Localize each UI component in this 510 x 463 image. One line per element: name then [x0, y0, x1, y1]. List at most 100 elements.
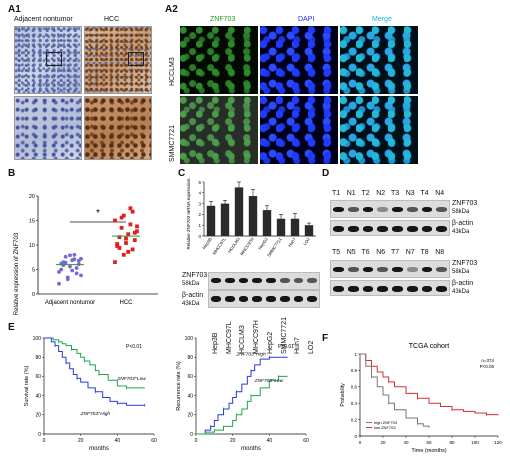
- c-bar: [262, 210, 272, 236]
- b-category-label-0: Adjacent nontumor: [45, 300, 95, 306]
- ihc-nontumor-overview: [14, 26, 82, 94]
- c-ytick-label: 4: [198, 191, 201, 196]
- d-band: [347, 206, 359, 212]
- d-band: [406, 206, 418, 212]
- panel-label-d: D: [322, 168, 330, 179]
- c-band-actin: [224, 296, 235, 302]
- if-smmc7721-znf703: [180, 96, 258, 164]
- d-lane-label: T2: [361, 190, 370, 197]
- e-right-pvalue: P<0.01: [278, 344, 294, 350]
- d-band: [362, 266, 374, 272]
- b-point-nontumor: [59, 267, 64, 272]
- c-band-actin: [266, 296, 276, 302]
- d-top-label-43kda: 43kDa: [452, 229, 470, 235]
- a2-channel-znf703: ZNF703: [210, 16, 236, 23]
- km-series-line: [196, 356, 288, 435]
- km-xtick-label: 20: [230, 438, 236, 444]
- panel-label-a2: A2: [165, 4, 178, 15]
- c-bar: [276, 218, 286, 236]
- km-xtick-label: 80: [449, 440, 455, 445]
- b-point-hcc: [115, 242, 120, 246]
- c-band-znf703: [293, 278, 304, 283]
- km-ytick-label: 0.4: [351, 401, 358, 406]
- km-ytick-label: 0: [354, 434, 357, 439]
- km-series-line: [360, 353, 430, 428]
- c-xtick-label: MHCC97L: [212, 236, 228, 255]
- c-blot-actin: [208, 290, 320, 308]
- km-ytick-label: 80: [187, 355, 193, 361]
- d-band: [421, 266, 433, 272]
- km-ytick-label: 100: [185, 336, 194, 342]
- a2-channel-merge: Merge: [372, 16, 392, 23]
- d-band: [362, 206, 374, 212]
- c-band-actin: [307, 296, 317, 302]
- c-band-znf703: [211, 278, 221, 283]
- d-band: [377, 226, 388, 232]
- d-top-label-58kda: 58kDa: [452, 209, 470, 215]
- chart-e-recurrence: 0 20 40 60 0 20 40 60 80 100 months Recurrence rate…: [176, 336, 309, 452]
- d-lane-label: T8: [420, 249, 429, 256]
- chart-c-bar: 0 1 2 3 4 5 Relative ZNF703 mRNA expression H…: [186, 178, 316, 258]
- d-band: [333, 206, 344, 212]
- km-xlabel: Time (months): [411, 448, 446, 454]
- d-lane-label: N8: [435, 249, 445, 256]
- km-xtick-label: 20: [78, 438, 84, 444]
- b-point-hcc: [135, 224, 139, 229]
- if-hcclm3-merge: [340, 26, 418, 94]
- d-lane-label: T1: [332, 190, 341, 197]
- b-point-hcc: [132, 230, 137, 235]
- d-lane-label: T6: [361, 249, 370, 256]
- km-ytick-label: 40: [35, 393, 41, 399]
- c-band-actin: [279, 296, 290, 302]
- b-point-nontumor: [70, 268, 75, 273]
- c-bar: [220, 203, 230, 236]
- b-ytick-label: 20: [29, 194, 35, 200]
- km-series-line: [360, 353, 499, 416]
- d-band: [421, 286, 433, 292]
- km-xtick-label: 40: [403, 440, 409, 445]
- b-point-hcc: [117, 246, 122, 250]
- d-band: [436, 226, 447, 232]
- panel-label-b: B: [8, 168, 16, 179]
- d-lane-label: N5: [346, 249, 356, 256]
- f-annotation: n=374: [481, 358, 494, 363]
- a2-row-hcclm3: HCCLM3: [169, 57, 176, 86]
- c-xtick-label: Hep3B: [201, 237, 213, 251]
- b-point-hcc: [128, 222, 133, 227]
- d-lane-label: N7: [405, 249, 415, 256]
- d-band: [392, 286, 403, 292]
- d-lane-label: T4: [420, 190, 429, 197]
- b-point-nontumor: [74, 266, 79, 270]
- b-significance-star: *: [96, 208, 100, 219]
- km-ytick-label: 60: [35, 374, 41, 380]
- c-xtick-label: MHCC97H: [239, 237, 255, 256]
- km-xtick-label: 60: [303, 438, 309, 444]
- d-band: [406, 266, 418, 272]
- b-point-hcc: [113, 218, 117, 223]
- km-xtick-label: 0: [195, 438, 198, 444]
- c-band-actin: [238, 296, 249, 302]
- b-point-nontumor: [63, 260, 68, 265]
- e-right-series-label-low: ZNF703^Low: [254, 378, 284, 384]
- if-smmc7721-merge: [340, 96, 418, 164]
- d-band: [362, 286, 374, 292]
- c-xtick-label: HepG2: [257, 236, 269, 250]
- c-blot-label-43kda: 43kDa: [182, 301, 200, 307]
- b-ytick-label: 15: [29, 219, 35, 225]
- panel-label-a1: A1: [8, 4, 21, 15]
- km-xtick-label: 40: [267, 438, 273, 444]
- b-point-hcc: [126, 232, 131, 237]
- c-xtick-label: LO2: [302, 236, 311, 246]
- d-band: [347, 286, 359, 292]
- c-blot-label-actin: β-actin: [182, 292, 204, 299]
- a2-channel-dapi: DAPI: [298, 16, 315, 23]
- c-blot-label-58kda: 58kDa: [182, 281, 200, 287]
- d-band: [421, 226, 433, 232]
- b-point-hcc: [124, 236, 128, 241]
- d-bottom-label-znf703: ZNF703: [452, 260, 478, 267]
- if-hcclm3-znf703: [180, 26, 258, 94]
- d-bottom-label-43kda: 43kDa: [452, 289, 470, 295]
- d-band: [362, 226, 374, 232]
- d-lane-label: N2: [376, 190, 386, 197]
- km-ytick-label: 60: [187, 374, 193, 380]
